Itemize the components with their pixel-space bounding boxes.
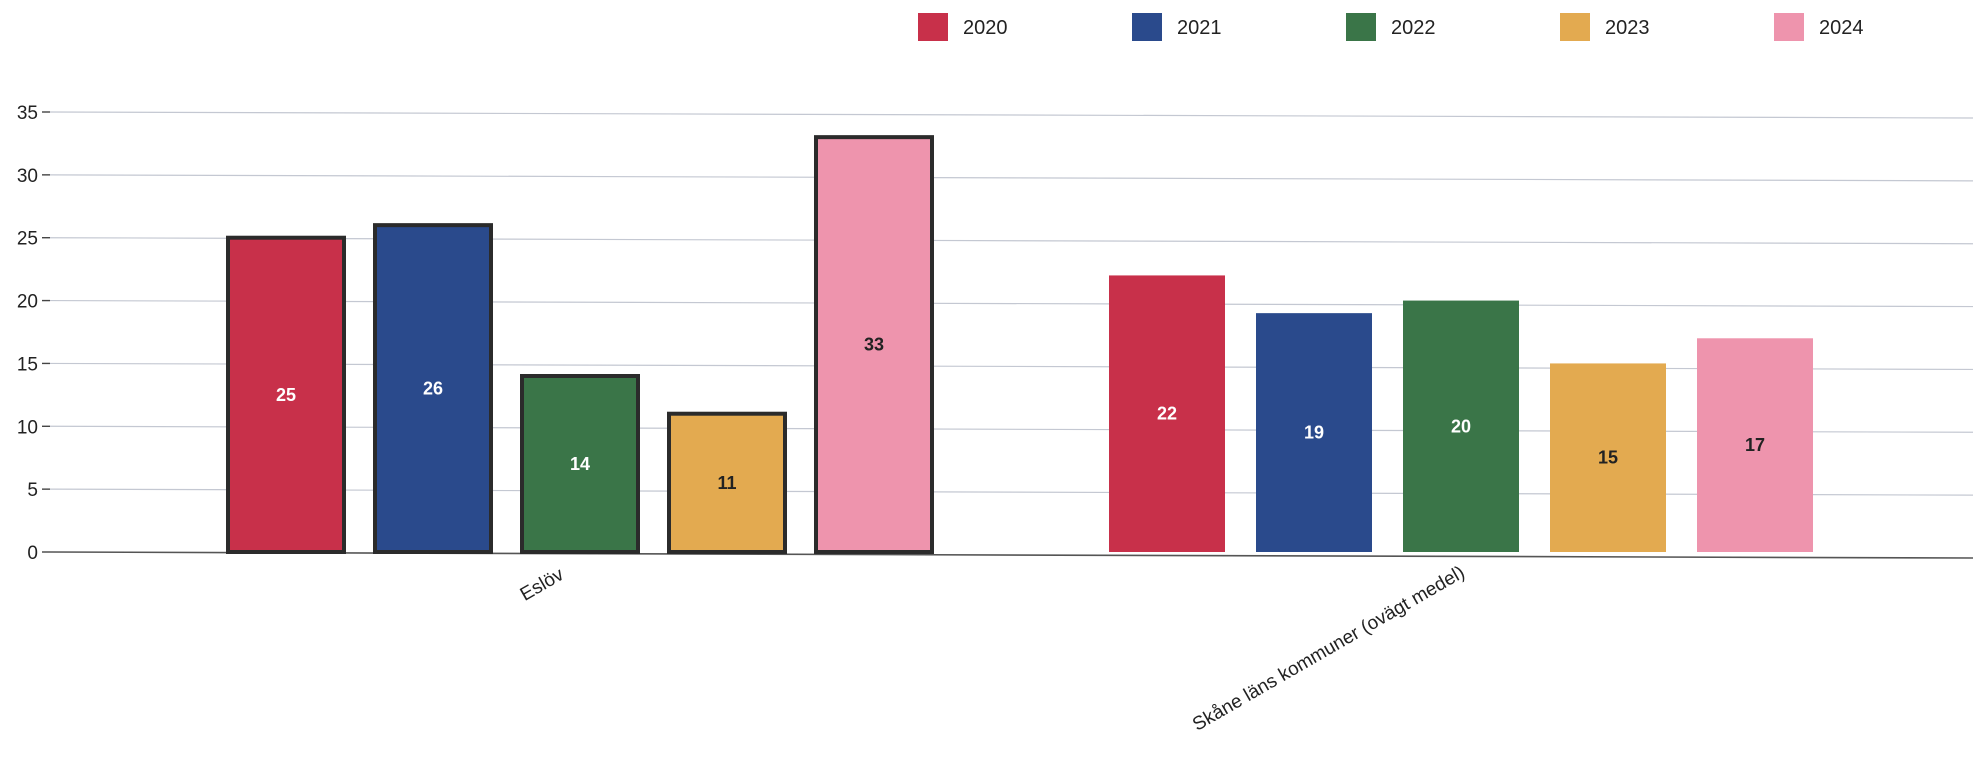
bar — [1550, 363, 1666, 552]
legend-label: 2024 — [1819, 17, 1864, 39]
bars: 25 26 14 11 33 22 19 20 15 17 — [226, 135, 1813, 555]
bar — [667, 411, 787, 555]
y-tick-label: 10 — [17, 417, 38, 438]
y-tick-label: 30 — [17, 166, 38, 187]
bar-value-label: 33 — [864, 335, 884, 355]
gridline — [49, 299, 1973, 308]
bar-value-label: 19 — [1304, 423, 1324, 443]
y-tick-label: 20 — [17, 292, 38, 313]
bar-value-label: 22 — [1157, 404, 1177, 424]
y-tick-label: 0 — [27, 543, 38, 564]
gridline — [49, 111, 1973, 119]
x-category-label: Skåne läns kommuner (ovägt medel) — [1189, 562, 1468, 735]
legend-label: 2023 — [1605, 17, 1650, 39]
bar-value-label: 11 — [717, 473, 736, 493]
y-tick-label: 25 — [17, 229, 38, 250]
legend-label: 2022 — [1391, 17, 1436, 39]
bar-value-label: 17 — [1745, 435, 1765, 455]
legend-swatch — [918, 13, 948, 41]
legend-label: 2020 — [963, 17, 1008, 39]
bar-value-label: 26 — [423, 379, 443, 399]
bar-value-label: 25 — [276, 385, 296, 405]
bar-value-label: 20 — [1451, 416, 1471, 436]
bar — [1256, 313, 1372, 552]
legend: 2020 2021 2022 2023 2024 — [918, 13, 1864, 41]
bar — [520, 374, 640, 554]
bar-value-label: 14 — [570, 454, 590, 474]
bar — [373, 223, 493, 554]
y-tick-label: 35 — [17, 103, 38, 124]
gridline — [49, 174, 1973, 182]
bar — [226, 235, 346, 554]
gridline — [49, 237, 1973, 245]
x-category-label: Eslöv — [517, 564, 568, 606]
y-tick-label: 15 — [17, 354, 38, 375]
bar — [814, 135, 934, 554]
gridline — [49, 551, 1973, 559]
y-tick-label: 5 — [27, 480, 38, 501]
bar — [1403, 300, 1519, 552]
y-axis: 0 5 10 15 20 25 30 35 — [17, 103, 50, 564]
legend-swatch — [1560, 13, 1590, 41]
bar — [1697, 338, 1813, 552]
bar-value-label: 15 — [1598, 448, 1618, 468]
grid — [49, 111, 1973, 559]
bar — [1109, 275, 1225, 552]
legend-swatch — [1774, 13, 1804, 41]
x-axis: Eslöv Skåne läns kommuner (ovägt medel) — [517, 562, 1469, 735]
legend-swatch — [1346, 13, 1376, 41]
legend-label: 2021 — [1177, 17, 1222, 39]
legend-swatch — [1132, 13, 1162, 41]
